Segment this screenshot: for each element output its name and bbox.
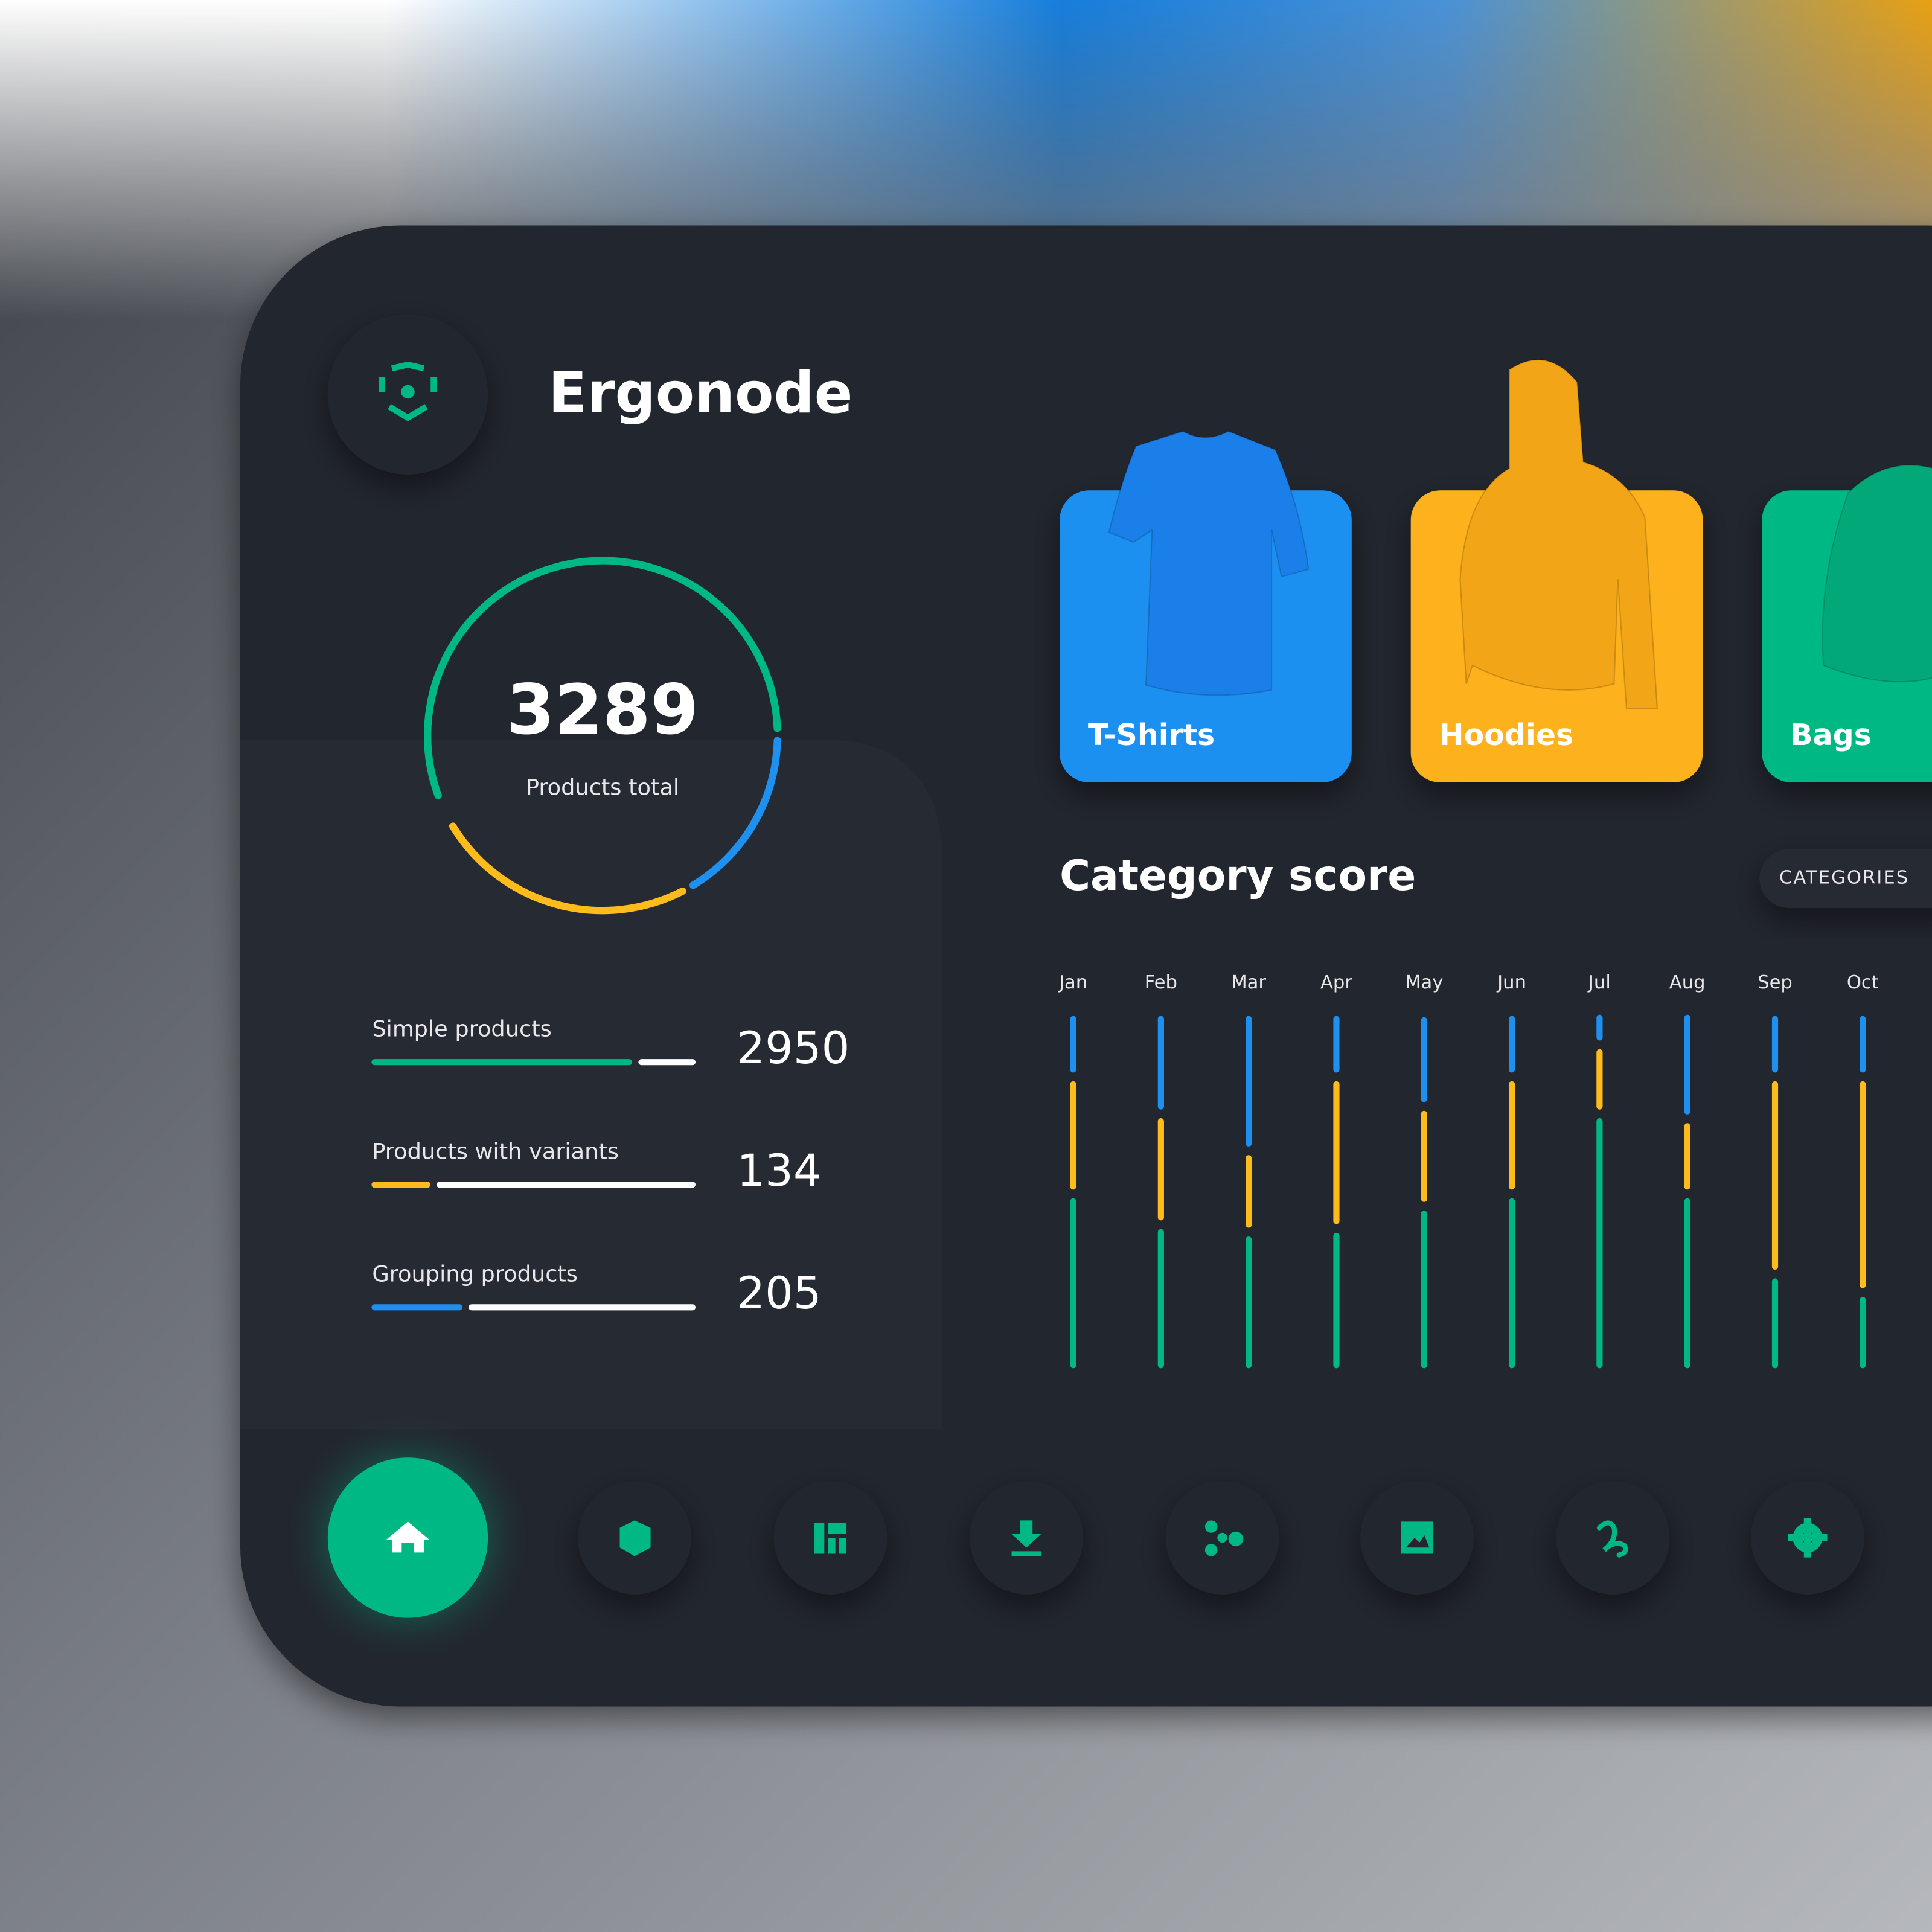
ring-segment [689,737,781,889]
ring-segment [424,557,781,799]
stat-label: Simple products [372,1016,551,1042]
month-label: May [1405,972,1443,993]
logo [379,361,437,421]
stat-value: 205 [737,1268,821,1319]
products-ring [424,557,781,915]
nav-bar [327,1457,1864,1618]
month-label: Jan [1058,972,1087,993]
chart-title: Category score [1060,852,1416,900]
month-label: Feb [1145,972,1177,993]
stats: Simple products 2950 Products with variant… [371,1016,849,1319]
hoodie-image [1459,359,1658,709]
products-total: 3289 [507,670,699,750]
categories-button[interactable] [1759,849,1932,909]
month-label: Jun [1496,972,1526,993]
stat-label: Grouping products [372,1261,578,1287]
month-label: Apr [1320,972,1352,993]
stat-label: Products with variants [372,1139,619,1165]
category-card-label: Bags [1790,718,1872,752]
month-label: Mar [1231,972,1266,993]
month-label: Aug [1669,972,1706,993]
month-label: Oct [1847,972,1879,993]
stat-value: 2950 [737,1023,849,1074]
ring-segment [449,822,686,915]
month-label: Jul [1587,972,1611,993]
categories-button-label: CATEGORIES [1779,868,1909,889]
tshirt-image [1108,430,1310,696]
category-cards: T-Shirts Hoodies Bags [1060,359,1932,782]
category-chart: Jan Feb Mar Apr May Jun Jul Aug Sep Oct [1058,972,1879,1369]
nav-icons [619,1518,1828,1558]
month-label: Sep [1758,972,1793,993]
app-title: Ergonode [548,360,852,426]
summary-panel [240,739,943,1430]
stat-value: 134 [737,1145,821,1197]
bag-image [1822,464,1932,683]
category-card-label: T-Shirts [1088,718,1215,752]
category-card-label: Hoodies [1439,718,1573,752]
products-total-label: Products total [526,775,679,801]
home-icon [385,1521,430,1553]
